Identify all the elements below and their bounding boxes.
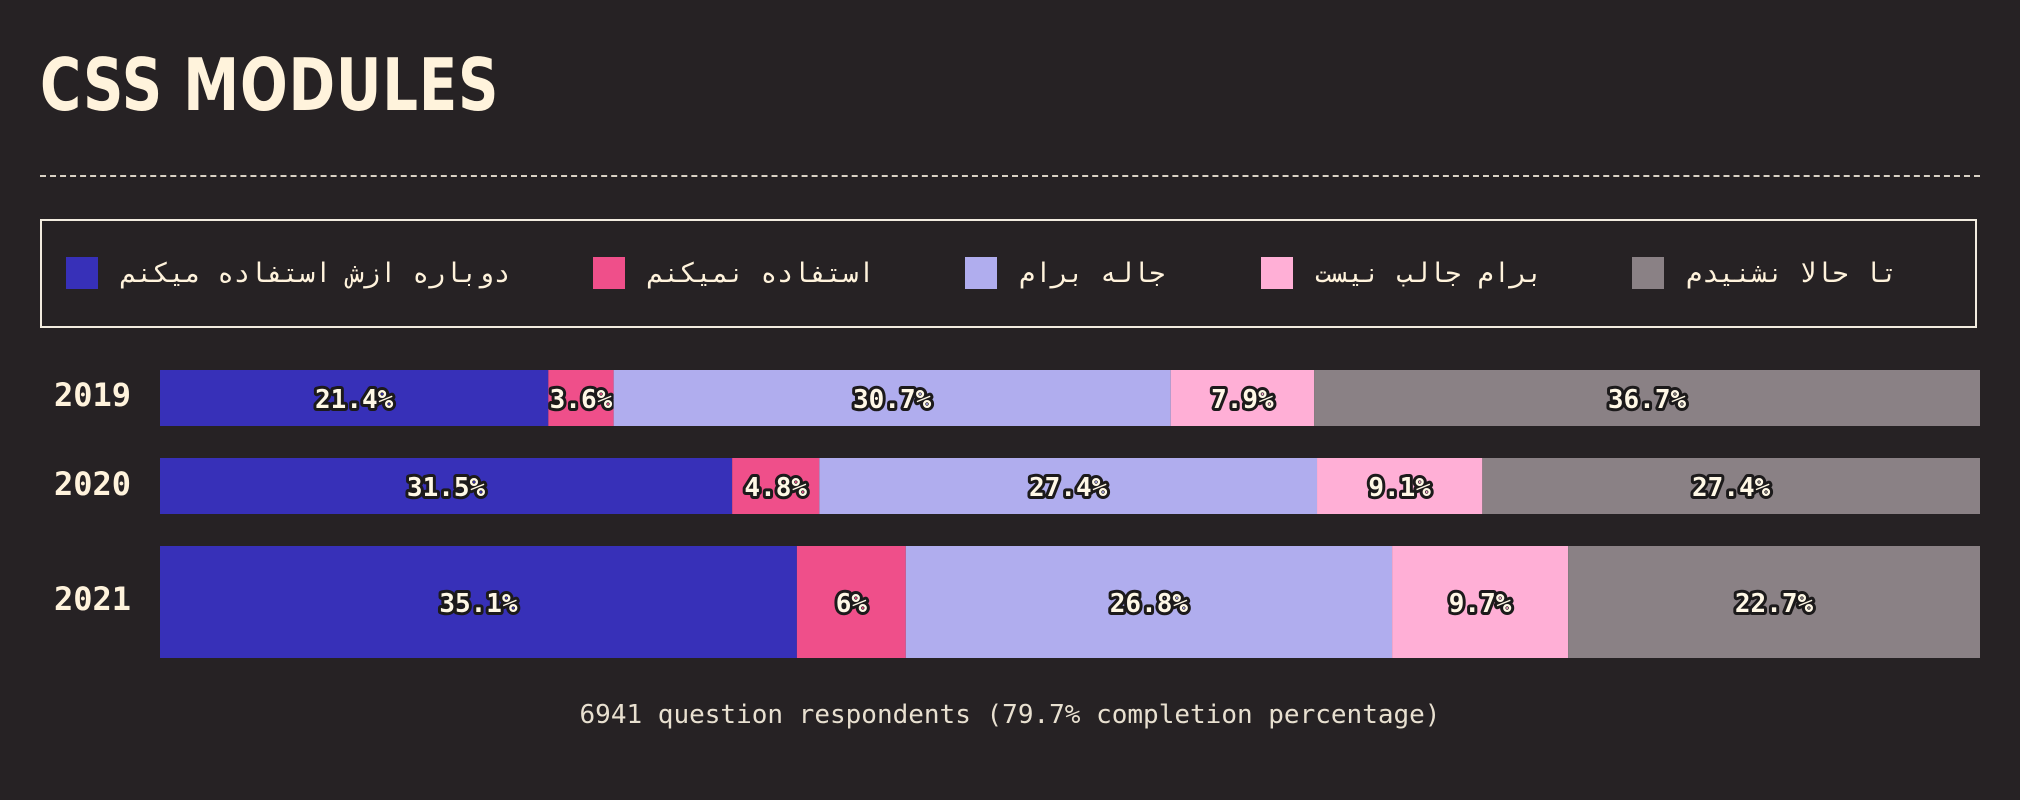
legend-item-interested[interactable]: جاله برام [965,255,1165,291]
legend-item-not-interested[interactable]: برام جالب نیست [1261,255,1543,291]
bar-value-label-2021-5: 22.7% [1735,589,1814,619]
bar-value-label-2020-3: 27.4% [1029,473,1108,503]
bar-value-label-2019-1: 21.4% [315,385,394,415]
legend-swatch [1632,257,1664,289]
bar-value-label-2020-1: 31.5% [407,473,486,503]
year-label-2021: 2021 [53,580,132,618]
year-label-2019: 2019 [53,376,132,414]
bar-segment-2021-5[interactable] [1568,546,1980,658]
legend-label: جاله برام [1019,257,1166,289]
bar-segment-2019-3[interactable] [613,370,1171,426]
bar-value-label-2021-4: 9.7% [1449,589,1512,619]
bar-value-label-2020-4: 9.1% [1368,473,1431,503]
legend: دوباره ازش استفاده میکنم استفاده نمیکنم … [40,219,1977,328]
year-label-2020: 2020 [53,465,132,503]
bar-segment-2019-1[interactable] [160,370,549,426]
legend-label: برام جالب نیست [1315,257,1543,289]
bar-segment-2019-5[interactable] [1314,370,1980,426]
legend-label: دوباره ازش استفاده میکنم [120,257,511,289]
bar-value-label-2019-4: 7.9% [1211,385,1274,415]
bar-segment-2019-2[interactable] [548,370,614,426]
legend-label: استفاده نمیکنم [647,257,875,289]
bar-segment-2021-3[interactable] [905,546,1393,658]
bar-segment-2020-2[interactable] [732,458,820,514]
bar-segment-2021-1[interactable] [160,546,797,658]
bar-segment-2020-1[interactable] [160,458,733,514]
title-divider [40,175,1980,177]
chart-title: CSS MODULES [40,43,500,127]
legend-swatch [965,257,997,289]
bar-segment-2020-5[interactable] [1482,458,1980,514]
bar-segment-2021-4[interactable] [1392,546,1569,658]
legend-label: تا حالا نشنیدم [1686,257,1898,289]
legend-swatch [1261,257,1293,289]
bar-segment-2019-4[interactable] [1170,370,1315,426]
bar-value-label-2021-2: 6% [836,589,868,619]
legend-item-not-use[interactable]: استفاده نمیکنم [593,255,875,291]
legend-swatch [66,257,98,289]
bar-value-label-2019-2: 3.6% [550,385,613,415]
bar-value-label-2019-3: 30.7% [853,385,932,415]
bar-value-label-2021-1: 35.1% [439,589,518,619]
legend-swatch [593,257,625,289]
bar-value-label-2020-5: 27.4% [1692,473,1771,503]
bar-segment-2020-3[interactable] [819,458,1318,514]
legend-item-never-heard[interactable]: تا حالا نشنیدم [1632,255,1897,291]
respondents-note: 6941 question respondents (79.7% complet… [579,700,1441,730]
legend-item-reuse[interactable]: دوباره ازش استفاده میکنم [66,255,510,291]
bar-value-label-2020-2: 4.8% [744,473,807,503]
bar-segment-2020-4[interactable] [1317,458,1483,514]
bar-value-label-2019-5: 36.7% [1608,385,1687,415]
bar-segment-2021-2[interactable] [796,546,906,658]
bar-value-label-2021-3: 26.8% [1110,589,1189,619]
